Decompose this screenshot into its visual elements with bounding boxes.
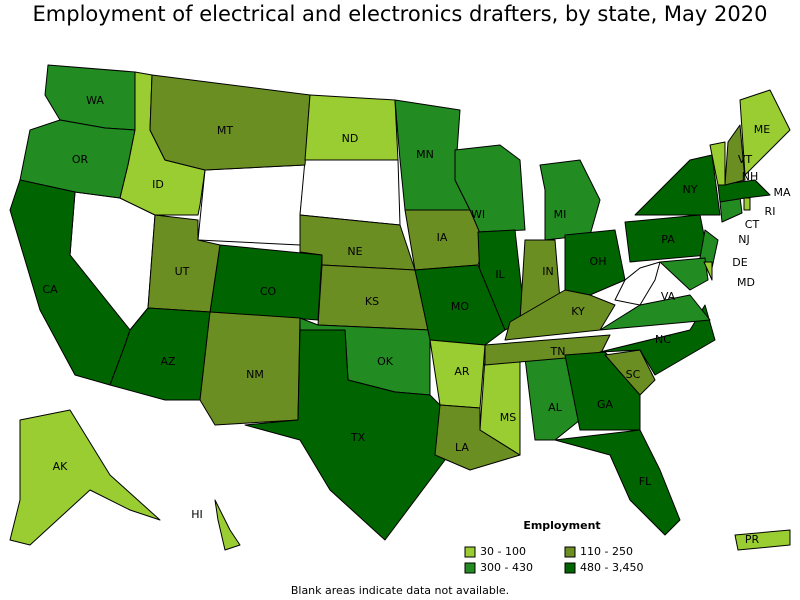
state-label: WI: [471, 208, 485, 221]
state-label: ID: [152, 178, 164, 191]
state-label: WA: [86, 94, 104, 107]
state-label: FL: [639, 475, 652, 488]
state-shape: [734, 529, 791, 551]
state-label: AL: [548, 401, 563, 414]
state-label: MD: [737, 276, 755, 289]
state-label: OR: [72, 153, 89, 166]
state-shape: [703, 261, 713, 281]
state-label: PR: [745, 533, 760, 546]
state-shape: [209, 244, 323, 321]
legend-swatch: [564, 546, 576, 558]
state-shape: [604, 349, 656, 396]
state-label: OH: [590, 255, 607, 268]
state-label: MT: [217, 124, 233, 137]
state-label: MI: [554, 208, 567, 221]
state-label: NM: [246, 368, 264, 381]
state-label: NH: [742, 170, 759, 183]
state-shape: [304, 94, 399, 161]
state-shape: [743, 197, 751, 211]
state-shape: [214, 499, 241, 551]
state-label: AR: [454, 365, 470, 378]
state-label: DE: [732, 256, 747, 269]
state-label: IA: [437, 231, 448, 244]
state-shape: [599, 304, 716, 376]
state-shape: [539, 159, 601, 241]
state-shape: [599, 294, 711, 331]
legend-label: 480 - 3,450: [580, 561, 643, 574]
state-label: ME: [754, 123, 770, 136]
state-label: MS: [500, 411, 516, 424]
state-shape: [9, 409, 161, 546]
state-shape: [504, 289, 616, 341]
state-shape: [414, 264, 506, 346]
state-label: NC: [655, 333, 671, 346]
map-title: Employment of electrical and electronics…: [33, 2, 768, 26]
state-label: AK: [53, 460, 69, 473]
legend-swatch: [464, 562, 476, 574]
state-label: NJ: [738, 233, 749, 246]
state-label: CO: [260, 285, 277, 298]
state-shape: [299, 159, 401, 226]
note: Blank areas indicate data not available.: [291, 584, 509, 597]
state-label: NE: [347, 245, 362, 258]
state-label: VT: [738, 153, 753, 166]
state-label: GA: [597, 398, 614, 411]
state-label: MO: [451, 300, 469, 313]
state-label: MA: [773, 186, 790, 199]
state-label: SC: [626, 368, 641, 381]
state-label: CA: [42, 283, 58, 296]
legend-label: 300 - 430: [480, 561, 533, 574]
state-shape: [724, 124, 746, 186]
state-label: VA: [661, 290, 676, 303]
state-label: PA: [661, 233, 675, 246]
state-label: KS: [365, 295, 379, 308]
state-label: NY: [683, 183, 698, 196]
state-label: LA: [455, 441, 469, 454]
state-label: ND: [342, 132, 359, 145]
state-shape: [197, 164, 306, 246]
state-shape: [244, 329, 446, 541]
state-shape: [717, 179, 771, 203]
state-shape: [659, 257, 709, 291]
legend-swatch: [464, 546, 476, 558]
legend-label: 110 - 250: [580, 545, 633, 558]
state-shape: [554, 429, 681, 536]
state-label: AZ: [160, 355, 176, 368]
state-label: TN: [550, 345, 566, 358]
state-shape: [199, 311, 301, 426]
state-shape: [634, 154, 721, 216]
state-label: MN: [416, 148, 434, 161]
state-label: IL: [495, 268, 505, 281]
state-shape: [149, 74, 311, 171]
legend-title: Employment: [523, 519, 600, 532]
state-label: CT: [745, 218, 760, 231]
legend-swatch: [564, 562, 576, 574]
state-label: UT: [175, 265, 190, 278]
state-label: RI: [765, 205, 776, 218]
state-label: HI: [191, 508, 203, 521]
state-label: TX: [350, 431, 366, 444]
state-label: OK: [377, 355, 394, 368]
state-shape: [739, 89, 791, 176]
legend-label: 30 - 100: [480, 545, 526, 558]
state-shape: [564, 229, 626, 296]
state-label: IN: [542, 265, 553, 278]
state-label: KY: [571, 305, 585, 318]
blank-states: [69, 159, 661, 331]
